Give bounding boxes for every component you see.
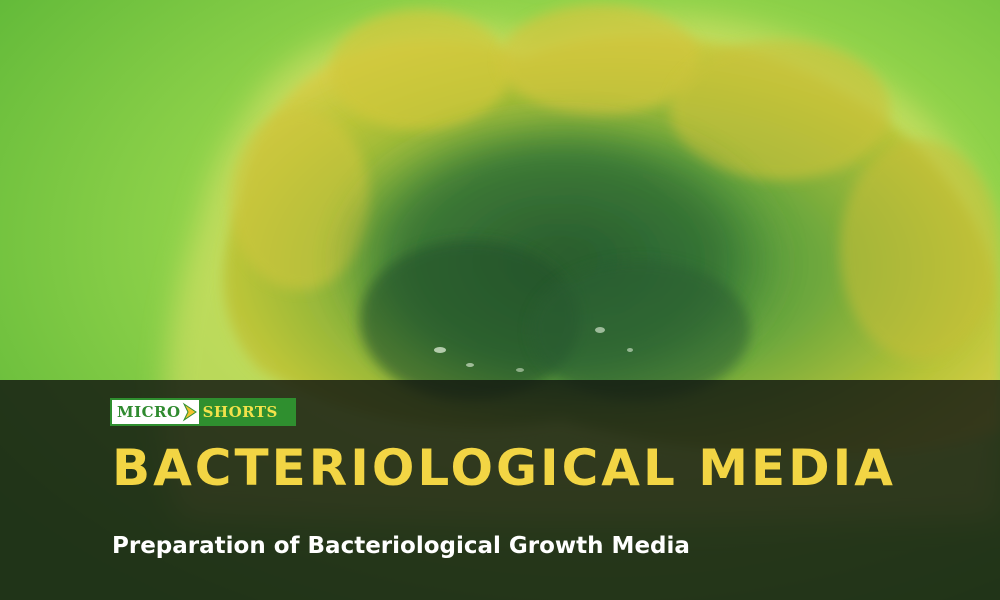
- logo-text-micro: MICRO: [117, 403, 181, 421]
- logo-text-shorts: SHORTS: [198, 400, 294, 424]
- microshorts-logo: MICRO SHORTS: [110, 398, 296, 426]
- page-title: BACTERIOLOGICAL MEDIA: [112, 439, 896, 497]
- arrow-right-icon: [181, 400, 199, 424]
- page-subtitle: Preparation of Bacteriological Growth Me…: [112, 533, 690, 559]
